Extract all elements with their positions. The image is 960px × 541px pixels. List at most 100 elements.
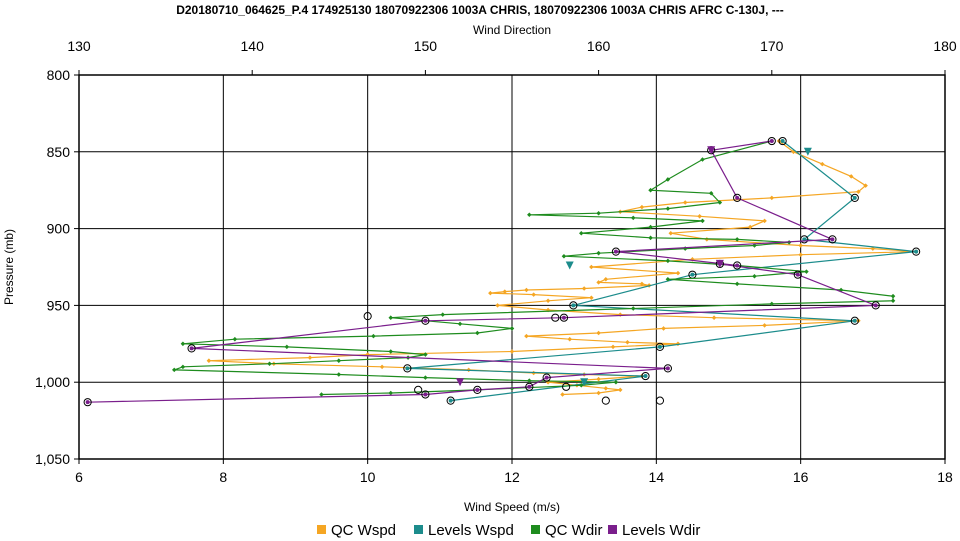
data-point — [488, 290, 493, 296]
x-tick-label: 16 — [793, 469, 809, 485]
data-point — [371, 333, 376, 339]
data-point — [733, 193, 742, 202]
data-point — [711, 315, 717, 320]
x2-tick-label: 160 — [587, 38, 611, 54]
y-tick-label: 850 — [47, 144, 71, 160]
data-point — [421, 316, 430, 325]
data-point-core — [544, 375, 549, 380]
x-tick-label: 12 — [504, 469, 520, 485]
data-point — [475, 330, 480, 336]
circle-marker — [601, 396, 610, 405]
data-point — [769, 301, 775, 307]
data-point — [912, 247, 921, 256]
data-point — [509, 349, 515, 354]
data-point — [778, 136, 787, 146]
data-point — [388, 315, 394, 320]
data-point — [336, 358, 342, 363]
data-point — [850, 316, 859, 325]
x-tick-label: 6 — [75, 469, 83, 485]
data-point-core — [657, 344, 662, 349]
data-point — [603, 277, 609, 282]
triangle-marker — [707, 146, 716, 155]
triangle-marker — [715, 259, 724, 268]
y-tick-label: 800 — [47, 67, 71, 83]
y-tick-label: 1,000 — [35, 374, 70, 390]
data-point — [187, 344, 196, 353]
data-point — [527, 378, 532, 383]
data-point — [762, 323, 767, 328]
data-point-core — [830, 237, 835, 242]
bottom-axis-label: Wind Speed (m/s) — [464, 500, 560, 514]
data-point — [630, 306, 636, 311]
x-tick-label: 10 — [360, 469, 376, 485]
data-point — [752, 273, 757, 279]
series-levels-wdir — [83, 136, 880, 407]
x-tick-label: 14 — [649, 469, 665, 485]
data-point — [524, 333, 529, 339]
data-point — [531, 292, 536, 297]
data-point — [610, 344, 616, 350]
data-point — [596, 330, 601, 336]
legend-swatch — [414, 525, 423, 534]
legend-label: Levels Wspd — [428, 522, 514, 539]
extra-markers — [363, 146, 812, 405]
circle-marker — [562, 382, 571, 391]
data-point-core — [527, 384, 532, 389]
data-point — [828, 235, 837, 244]
data-point — [625, 340, 630, 345]
data-point — [589, 264, 594, 270]
data-point-core — [561, 315, 566, 320]
data-point — [641, 371, 650, 381]
triangle-marker — [580, 378, 589, 387]
data-point-core — [189, 346, 194, 351]
data-point-core — [735, 195, 740, 200]
data-point — [502, 289, 508, 294]
data-point — [473, 385, 482, 394]
data-point-core — [852, 318, 857, 323]
circle-marker — [551, 313, 560, 322]
data-point — [804, 269, 809, 274]
data-point — [871, 301, 880, 310]
data-point — [596, 390, 601, 396]
data-point — [307, 355, 313, 360]
data-point-core — [665, 366, 670, 371]
data-point — [423, 375, 428, 380]
data-point — [267, 361, 272, 367]
data-point — [525, 382, 534, 391]
data-point — [319, 392, 324, 397]
data-point — [613, 379, 619, 385]
triangle-marker — [803, 147, 812, 156]
data-point — [665, 258, 671, 264]
data-point — [798, 252, 803, 257]
data-point — [890, 298, 896, 304]
data-point — [457, 321, 463, 327]
data-point — [675, 270, 681, 276]
data-point — [388, 349, 394, 354]
data-point-core — [735, 263, 740, 268]
data-point — [661, 326, 666, 331]
data-point — [579, 383, 584, 388]
tick-layer: 6 8 10 12 14 16 18 130 140 150 160 170 180 800 850 900 9… — [35, 38, 957, 485]
data-point — [596, 280, 601, 285]
data-point-core — [423, 318, 428, 323]
data-point — [617, 387, 623, 393]
data-point — [663, 364, 672, 373]
data-point-core — [769, 139, 774, 144]
data-point — [560, 392, 565, 397]
x2-tick-label: 140 — [241, 38, 265, 54]
data-point — [524, 287, 529, 293]
circle-marker — [655, 396, 665, 405]
data-point — [495, 303, 500, 308]
chart-title: D20180710_064625_P.4 174925130 180709223… — [176, 3, 784, 17]
data-point-core — [852, 195, 857, 200]
data-point-core — [423, 392, 428, 397]
data-point — [440, 312, 445, 317]
data-point — [542, 373, 551, 382]
data-point — [421, 390, 430, 399]
x-tick-label: 8 — [219, 469, 227, 485]
data-point-core — [780, 139, 785, 144]
data-point — [559, 313, 569, 322]
data-point — [581, 286, 587, 291]
data-point — [388, 390, 394, 396]
